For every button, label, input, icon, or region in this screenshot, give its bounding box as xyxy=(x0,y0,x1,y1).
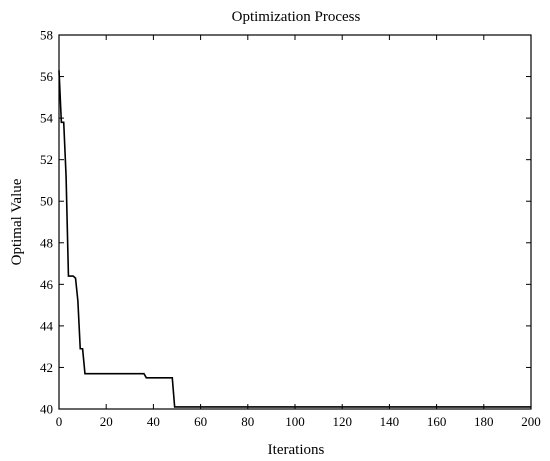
x-tick-label: 180 xyxy=(474,414,494,429)
x-tick-label: 80 xyxy=(241,414,254,429)
x-axis-label: Iterations xyxy=(268,442,325,458)
x-tick-label: 120 xyxy=(332,414,352,429)
x-tick-label: 0 xyxy=(56,414,63,429)
plot-area-frame xyxy=(58,34,532,410)
x-axis: 0 20 40 60 80 100 120 140 160 180 200 xyxy=(56,35,541,429)
x-tick-label: 20 xyxy=(100,414,113,429)
x-tick-label: 200 xyxy=(521,414,541,429)
y-tick-label: 50 xyxy=(40,194,53,209)
x-tick-label: 160 xyxy=(427,414,447,429)
y-tick-label: 40 xyxy=(40,402,53,417)
x-tick-label: 140 xyxy=(380,414,400,429)
y-axis: 40 42 44 46 48 50 52 54 56 58 xyxy=(40,28,531,417)
y-tick-label: 58 xyxy=(40,28,53,43)
y-tick-label: 52 xyxy=(40,152,53,167)
x-tick-label: 60 xyxy=(194,414,207,429)
optimal-value-series-line xyxy=(58,70,531,408)
y-tick-label: 48 xyxy=(40,235,53,250)
y-tick-label: 44 xyxy=(40,318,54,333)
chart-title: Optimization Process xyxy=(232,9,361,25)
x-tick-label: 40 xyxy=(147,414,160,429)
x-tick-label: 100 xyxy=(285,414,305,429)
y-tick-label: 46 xyxy=(40,277,54,292)
y-axis-label: Optimal Value xyxy=(9,178,25,265)
y-tick-label: 54 xyxy=(40,111,54,126)
y-tick-label: 42 xyxy=(40,360,53,375)
y-tick-label: 56 xyxy=(40,69,54,84)
